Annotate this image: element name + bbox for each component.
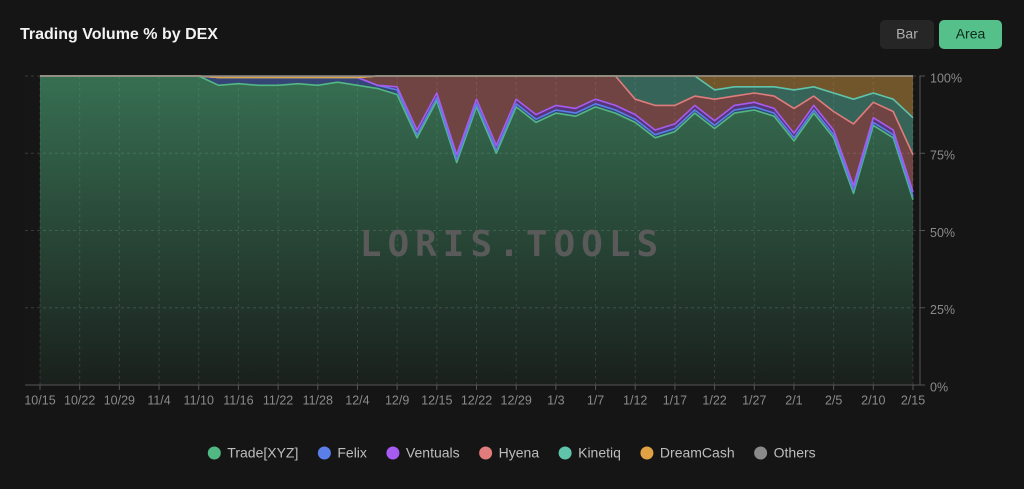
y-tick-label: 50% <box>930 226 955 240</box>
x-tick-label: 12/22 <box>461 393 492 407</box>
x-tick-label: 11/4 <box>147 393 170 407</box>
area-fill <box>40 76 913 118</box>
y-tick-label: 0% <box>930 380 948 394</box>
legend: Trade[XYZ] Felix Ventuals Hyena Kinetiq Dream… <box>207 445 816 461</box>
legend-marker[interactable] <box>386 446 400 460</box>
x-tick-label: 1/12 <box>623 393 647 407</box>
plot-area <box>25 75 925 390</box>
x-tick-label: 11/22 <box>263 393 293 407</box>
x-tick-label: 2/5 <box>825 393 842 407</box>
legend-label[interactable]: Trade[XYZ] <box>227 445 298 461</box>
y-tick-label: 100% <box>930 71 962 85</box>
x-tick-label: 11/16 <box>223 393 253 407</box>
legend-marker[interactable] <box>558 446 572 460</box>
x-tick-label: 11/10 <box>184 393 214 407</box>
legend-label[interactable]: Hyena <box>499 445 540 461</box>
chart-title: Trading Volume % by DEX <box>20 26 218 43</box>
view-button[interactable] <box>939 20 1002 49</box>
x-tick-label: 12/9 <box>385 393 409 407</box>
x-tick-label: 1/17 <box>663 393 687 407</box>
watermark: LORIS.TOOLS <box>360 224 664 265</box>
legend-label[interactable]: Kinetiq <box>578 445 621 461</box>
x-tick-label: 12/4 <box>345 393 369 407</box>
legend-label[interactable]: Others <box>774 445 816 461</box>
legend-label[interactable]: Ventuals <box>406 445 460 461</box>
x-tick-label: 12/29 <box>501 393 532 407</box>
legend-label[interactable]: Felix <box>337 445 367 461</box>
view-button-label[interactable]: Bar <box>896 26 918 42</box>
x-tick-label: 1/7 <box>587 393 604 407</box>
legend-marker[interactable] <box>317 446 331 460</box>
legend-marker[interactable] <box>479 446 493 460</box>
legend-marker[interactable] <box>207 446 221 460</box>
x-tick-label: 11/28 <box>303 393 333 407</box>
x-tick-label: 10/29 <box>104 393 135 407</box>
x-tick-label: 1/22 <box>702 393 726 407</box>
x-tick-label: 12/15 <box>421 393 452 407</box>
x-tick-label: 2/1 <box>785 393 802 407</box>
x-tick-label: 10/15 <box>24 393 55 407</box>
area-fill <box>40 76 913 385</box>
legend-marker[interactable] <box>640 446 654 460</box>
x-tick-label: 2/15 <box>901 393 925 407</box>
x-tick-label: 1/3 <box>547 393 564 407</box>
legend-marker[interactable] <box>754 446 768 460</box>
view-button[interactable] <box>880 20 934 49</box>
x-tick-label: 1/27 <box>742 393 766 407</box>
x-tick-label: 2/10 <box>861 393 885 407</box>
legend-label[interactable]: DreamCash <box>660 445 735 461</box>
x-tick-label: 10/22 <box>64 393 95 407</box>
view-button-label[interactable]: Area <box>956 26 986 42</box>
y-tick-label: 75% <box>930 149 955 163</box>
y-tick-label: 25% <box>930 303 955 317</box>
